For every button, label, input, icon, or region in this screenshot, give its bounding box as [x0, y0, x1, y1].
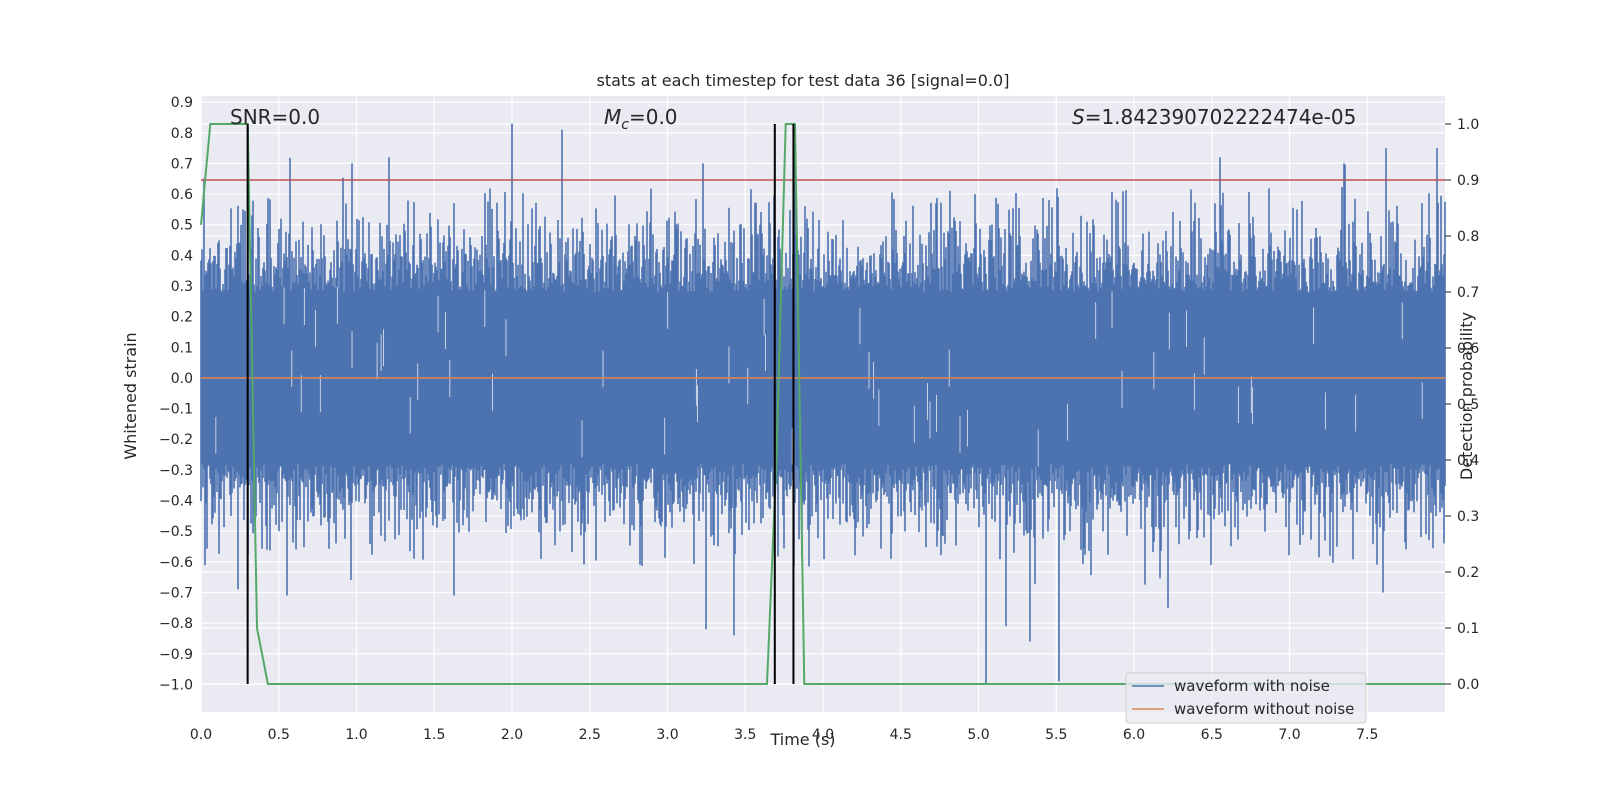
legend-label-noise: waveform with noise — [1174, 677, 1330, 695]
series-detection-probability — [200, 123, 1445, 685]
mc-subscript: c — [621, 117, 629, 133]
s-symbol: S — [1072, 105, 1085, 129]
x-tick-label: 1.5 — [423, 727, 445, 743]
y-tick-label: −0.8 — [159, 616, 193, 632]
y2-tick-label: 0.5 — [1457, 397, 1479, 413]
s-value: =1.842390702222474e-05 — [1085, 105, 1357, 129]
x-tick-label: 2.0 — [501, 727, 523, 743]
x-tick-label: 5.5 — [1045, 727, 1067, 743]
x-tick-label: 0.0 — [190, 727, 212, 743]
y-tick-label: −0.4 — [159, 494, 193, 510]
mc-symbol: M — [604, 105, 621, 129]
x-tick-label: 6.0 — [1123, 727, 1145, 743]
y-tick-label: 0.7 — [171, 156, 193, 172]
y2-tick-label: 0.3 — [1457, 509, 1479, 525]
y-tick-label: −0.6 — [159, 555, 193, 571]
chart-title: stats at each timestep for test data 36 … — [597, 71, 1010, 90]
x-tick-label: 1.0 — [345, 727, 367, 743]
y-tick-label: 0.1 — [171, 340, 193, 356]
y-tick-label: −0.9 — [159, 647, 193, 663]
y-tick-label: 0.2 — [171, 310, 193, 326]
legend-box — [1125, 672, 1367, 724]
y-tick-label: 0.9 — [171, 95, 193, 111]
mc-annotation: Mc=0.0 — [604, 105, 678, 133]
y-tick-label: −0.5 — [159, 524, 193, 540]
y2-tick-label: 0.4 — [1457, 453, 1479, 469]
x-tick-label: 3.5 — [734, 727, 756, 743]
mc-value: =0.0 — [629, 105, 678, 129]
s-annotation: S=1.842390702222474e-05 — [1072, 105, 1356, 129]
y2-tick-label: 0.7 — [1457, 285, 1479, 301]
y2-tick-label: 0.9 — [1457, 173, 1479, 189]
y-tick-label: −0.3 — [159, 463, 193, 479]
x-tick-label: 7.5 — [1356, 727, 1378, 743]
x-axis-ticks: 0.0 0.5 1.0 1.5 2.0 2.5 3.0 3.5 4.0 4.5 5.0 5.5 6.0 6… — [190, 727, 1379, 743]
y-tick-label: 0.8 — [171, 126, 193, 142]
y-tick-label: 0.6 — [171, 187, 193, 203]
y-tick-label: 0.5 — [171, 218, 193, 234]
y-tick-label: −1.0 — [159, 677, 193, 693]
x-tick-label: 2.5 — [579, 727, 601, 743]
y2-tick-label: 0.0 — [1457, 677, 1479, 693]
x-tick-label: 6.5 — [1201, 727, 1223, 743]
x-tick-label: 0.5 — [268, 727, 290, 743]
legend-label-clean: waveform without noise — [1174, 700, 1354, 718]
x-tick-label: 3.0 — [656, 727, 678, 743]
y-tick-label: 0.0 — [171, 371, 193, 387]
series-waveform-with-noise — [200, 123, 1446, 685]
y-axis-ticks: 0.9 0.8 0.7 0.6 0.5 0.4 0.3 0.2 0.1 0.0 −0.1 −0.2 −0… — [159, 95, 193, 693]
x-tick-label: 5.0 — [967, 727, 989, 743]
y-axis-label: Whitened strain — [121, 332, 140, 459]
marker-lines — [246, 124, 795, 684]
y-tick-label: −0.2 — [159, 432, 193, 448]
y2-tick-label: 0.1 — [1457, 621, 1479, 637]
y2-axis-ticks: 1.0 0.9 0.8 0.7 0.6 0.5 0.4 0.3 0.2 0.1 0.0 — [1445, 117, 1479, 693]
x-tick-label: 4.0 — [812, 727, 834, 743]
y2-tick-label: 0.2 — [1457, 565, 1479, 581]
x-axis-label: Time (s) — [769, 730, 835, 749]
y2-tick-label: 1.0 — [1457, 117, 1479, 133]
y2-tick-label: 0.8 — [1457, 229, 1479, 245]
y2-tick-label: 0.6 — [1457, 341, 1479, 357]
y-tick-label: 0.4 — [171, 248, 193, 264]
y-tick-label: 0.3 — [171, 279, 193, 295]
y-tick-label: −0.1 — [159, 402, 193, 418]
probability-trace — [200, 123, 1445, 685]
y-tick-label: −0.7 — [159, 585, 193, 601]
legend: waveform with noise waveform without noi… — [1125, 672, 1367, 724]
x-tick-label: 4.5 — [890, 727, 912, 743]
y2-axis-label: Detection probability — [1457, 312, 1476, 480]
snr-annotation: SNR=0.0 — [230, 105, 320, 129]
x-tick-label: 7.0 — [1278, 727, 1300, 743]
